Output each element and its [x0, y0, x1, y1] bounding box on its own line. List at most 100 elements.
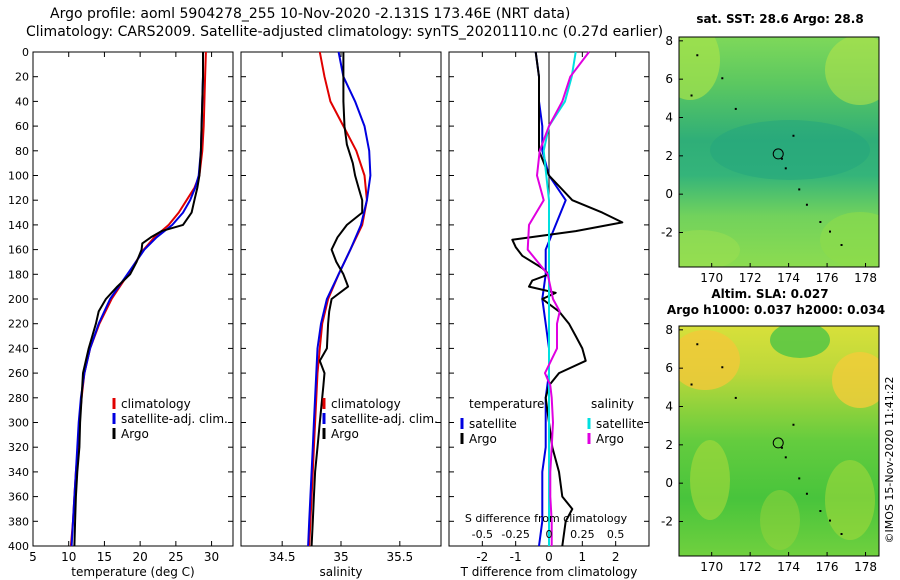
climatology-series-line — [308, 51, 368, 547]
island-dot — [721, 366, 724, 369]
island-dot — [780, 446, 783, 449]
x-tick-label: 10 — [61, 550, 76, 564]
x-tick-label: 35.5 — [386, 550, 413, 564]
argo-series-line — [73, 52, 204, 547]
legend-label: satellite — [596, 417, 644, 431]
y-tick-label: 2 — [665, 438, 673, 452]
y-tick-label: 260 — [8, 367, 29, 380]
x-tick-label: 174 — [777, 560, 800, 574]
island-dot — [734, 107, 737, 110]
island-dot — [798, 477, 801, 480]
figure-title-line1: Argo profile: aoml 5904278_255 10-Nov-20… — [50, 6, 571, 22]
x-tick-label: 20 — [133, 550, 148, 564]
y-tick-label: 20 — [15, 71, 29, 84]
x-tick-label: 34.5 — [269, 550, 296, 564]
y-tick-label: 380 — [8, 515, 29, 528]
temperature-panel: 0 20 40 60 80 100 120 140 160 180 200 220 240 260 280 3… — [8, 46, 234, 579]
island-dots — [690, 54, 843, 246]
x-tick-label: 176 — [816, 560, 839, 574]
top-tick-label: -0.25 — [501, 528, 529, 541]
difference-panel: -2 -1 0 1 2T difference from climatology S di… — [448, 51, 650, 579]
island-dot — [805, 203, 808, 206]
temperature-argo-series-line — [511, 51, 624, 547]
sst-map-frame — [678, 36, 880, 268]
x-tick-label: -1 — [510, 550, 522, 564]
island-dot — [784, 167, 787, 170]
legend-label: satellite-adj. clim. — [121, 412, 228, 426]
island-dot — [721, 77, 724, 80]
sst-warm-patch — [825, 37, 879, 105]
y-tick-label: 120 — [8, 194, 29, 207]
island-dot — [805, 492, 808, 495]
difference-x-axis-label: T difference from climatology — [460, 565, 638, 579]
x-tick-label: 172 — [739, 560, 762, 574]
island-dot — [792, 423, 795, 426]
y-tick-label: 6 — [665, 72, 673, 86]
y-tick-label: 280 — [8, 392, 29, 405]
top-axis-label: S difference from climatology — [465, 512, 628, 525]
island-dot — [840, 244, 843, 246]
sla-patch — [690, 440, 730, 520]
satellite-adj-clim-series-line — [307, 51, 372, 547]
x-tick-label: 174 — [777, 271, 800, 285]
sla-patch — [760, 490, 800, 550]
sst-map-axes: 170 172 174 176 178 -2 0 2 4 6 8 — [661, 34, 877, 285]
top-tick-label: -0.5 — [472, 528, 493, 541]
x-tick-label: 25 — [168, 550, 183, 564]
sla-high-patch — [832, 352, 879, 408]
island-dots — [690, 343, 843, 535]
sla-map-frame — [678, 325, 880, 557]
float-position-marker — [772, 148, 784, 160]
sst-warm-patch — [679, 37, 720, 100]
legend-label: Argo — [121, 427, 149, 441]
island-dot — [690, 383, 693, 386]
legend-label: Argo — [469, 432, 497, 446]
float-position-marker — [772, 437, 784, 449]
legend-title: salinity — [591, 397, 634, 411]
x-tick-label: 15 — [97, 550, 112, 564]
salinity-plot-frame — [240, 51, 442, 547]
x-tick-label: 170 — [700, 271, 723, 285]
island-dot — [840, 533, 843, 535]
top-tick-label: 0.25 — [570, 528, 595, 541]
island-dot — [798, 188, 801, 191]
island-dot — [696, 54, 699, 57]
island-dot — [690, 94, 693, 97]
y-tick-label: 40 — [15, 95, 29, 108]
y-tick-label: 300 — [8, 417, 29, 430]
y-tick-label: 160 — [8, 244, 29, 257]
y-tick-label: 80 — [15, 145, 29, 158]
y-tick-label: 200 — [8, 293, 29, 306]
sst-warm-patch — [820, 212, 879, 267]
y-tick-label: 0 — [665, 476, 673, 490]
y-tick-label: 4 — [665, 111, 673, 125]
x-tick-label: 30 — [204, 550, 219, 564]
sst-warm-patch — [679, 230, 740, 267]
island-dot — [784, 456, 787, 459]
island-dot — [780, 157, 783, 160]
island-dot — [819, 221, 822, 223]
figure-title-line2: Climatology: CARS2009. Satellite-adjuste… — [26, 24, 664, 40]
sla-map: 170 172 174 176 178 -2 0 2 4 6 8 Altim. SLA: 0.027… — [661, 287, 885, 574]
legend-label: climatology — [121, 397, 191, 411]
x-tick-label: 178 — [854, 560, 877, 574]
salinity-panel: 34.5 35 35.5 salinity climatologysatellite-a… — [240, 51, 442, 579]
salinity-x-axis-label: salinity — [319, 565, 362, 579]
argo-series-line — [310, 52, 364, 547]
island-dot — [819, 510, 822, 512]
top-tick-label: 0.5 — [607, 528, 625, 541]
island-dot — [792, 134, 795, 137]
x-tick-label: 35 — [333, 550, 348, 564]
y-tick-label: 6 — [665, 361, 673, 375]
legend-label: climatology — [331, 397, 401, 411]
sla-map-axes: 170 172 174 176 178 -2 0 2 4 6 8 — [661, 323, 877, 574]
y-tick-label: -2 — [661, 515, 673, 529]
sla-low-patch — [770, 326, 830, 358]
island-dot — [829, 519, 831, 522]
y-tick-label: 360 — [8, 491, 29, 504]
y-tick-label: 0 — [665, 187, 673, 201]
y-tick-label: 320 — [8, 441, 29, 454]
y-tick-label: -2 — [661, 226, 673, 240]
y-tick-label: 4 — [665, 400, 673, 414]
